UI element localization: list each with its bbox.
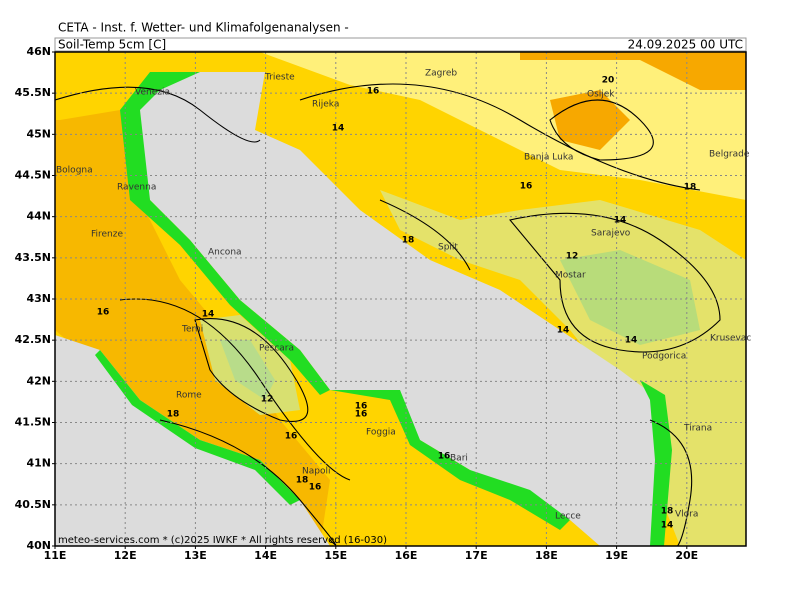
lon-label: 19E (605, 549, 628, 562)
contour-label: 16 (285, 432, 298, 442)
isotherm (649, 419, 693, 546)
place-label: Bari (450, 454, 468, 464)
lat-label: 42.5N (15, 333, 51, 346)
lat-label: 43.5N (15, 251, 51, 264)
footer: meteo-services.com * (c)2025 IWKF * All … (58, 535, 387, 546)
isotherm (55, 86, 261, 143)
place-label: Foggia (366, 428, 396, 438)
header-title: CETA - Inst. f. Wetter- und Klimafolgena… (58, 21, 349, 35)
isotherm (194, 318, 309, 422)
place-label: Ravenna (117, 183, 156, 193)
lat-label: 44N (26, 210, 51, 223)
light-zone (260, 52, 746, 200)
coast (640, 380, 672, 546)
lat-label: 43N (26, 292, 51, 305)
contour-label: 16 (355, 410, 368, 420)
isotherm (299, 83, 701, 191)
place-label: Venezia (135, 88, 170, 98)
map-area (55, 52, 746, 546)
contour-label: 14 (332, 124, 345, 134)
place-label: Belgrade (709, 150, 750, 160)
contour-label: 16 (520, 182, 533, 192)
lon-label: 17E (465, 549, 488, 562)
contour-label: 16 (438, 452, 451, 462)
place-label: Napoli (302, 467, 330, 477)
coast (330, 390, 570, 530)
lat-label: 40N (26, 539, 51, 552)
lat-label: 40.5N (15, 498, 51, 511)
cool-zone (220, 340, 275, 400)
lon-label: 12E (114, 549, 137, 562)
lon-label: 13E (184, 549, 207, 562)
lon-label: 11E (44, 549, 67, 562)
lon-label: 18E (535, 549, 558, 562)
place-label: Mostar (555, 271, 586, 281)
place-label: Split (438, 243, 458, 253)
place-label: Tirana (683, 424, 712, 434)
contour-label: 16 (367, 87, 380, 97)
place-label: Rijeka (312, 100, 339, 110)
contour-label: 14 (625, 336, 638, 346)
isotherm (119, 298, 351, 546)
contour-label: 14 (661, 521, 674, 531)
coast (95, 350, 300, 505)
place-label: Lecce (555, 512, 581, 522)
lat-label: 45N (26, 127, 51, 140)
lon-label: 20E (675, 549, 698, 562)
contour-label: 12 (261, 395, 274, 405)
valid-time: 24.09.2025 00 UTC (628, 38, 743, 52)
place-label: Osijek (587, 90, 615, 100)
place-label: Vlora (675, 510, 698, 520)
place-label: Trieste (264, 73, 295, 83)
lon-label: 14E (254, 549, 277, 562)
isotherm (379, 199, 721, 353)
contour-label: 18 (167, 410, 180, 420)
place-label: Terni (181, 325, 203, 335)
lat-label: 46N (26, 45, 51, 58)
place-label: Pescara (259, 344, 294, 354)
sea (130, 72, 668, 546)
place-label: Ancona (208, 248, 242, 258)
place-label: Sarajevo (591, 229, 631, 239)
place-label: Krusevac (710, 334, 751, 344)
contour-label: 14 (614, 216, 627, 226)
contour-label: 18 (296, 476, 309, 486)
contour-label: 20 (602, 76, 615, 86)
lat-label: 41N (26, 457, 51, 470)
isotherm (549, 99, 654, 161)
contour-label: 18 (661, 507, 674, 517)
lon-label: 15E (324, 549, 347, 562)
contour-label: 16 (355, 402, 368, 412)
contour-label: 16 (97, 308, 110, 318)
contour-label: 12 (566, 252, 579, 262)
grid (55, 52, 746, 546)
place-label: Bologna (56, 166, 93, 176)
lon-label: 16E (395, 549, 418, 562)
contour-label: 14 (557, 326, 570, 336)
contour-label: 14 (202, 310, 215, 320)
contour-label: 16 (309, 483, 322, 493)
place-label: Podgorica (642, 352, 686, 362)
lat-label: 45.5N (15, 86, 51, 99)
lat-label: 42N (26, 374, 51, 387)
place-label: Rome (176, 391, 202, 401)
lat-label: 44.5N (15, 169, 51, 182)
place-label: Firenze (91, 230, 123, 240)
warm-zone (520, 52, 746, 150)
parameter: Soil-Temp 5cm [C] (58, 38, 166, 52)
place-label: Banja Luka (524, 153, 573, 163)
place-label: Zagreb (425, 69, 457, 79)
cool-zone (560, 250, 700, 345)
lat-label: 41.5N (15, 416, 51, 429)
contour-label: 18 (402, 236, 415, 246)
warm-zone (55, 110, 330, 546)
contour-label: 18 (684, 183, 697, 193)
coast (120, 72, 330, 395)
header-box (54, 37, 747, 52)
